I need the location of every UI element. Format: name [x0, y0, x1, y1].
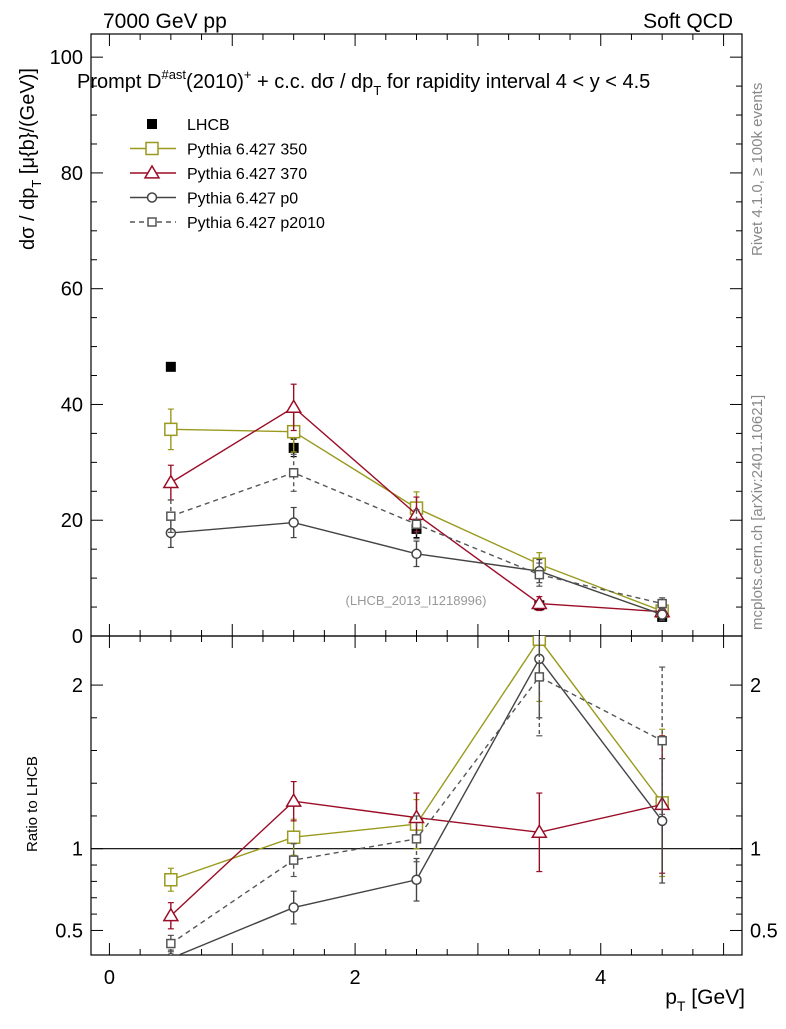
legend-label-pythia-6-427-370: Pythia 6.427 370	[187, 166, 307, 183]
legend-label-pythia-6-427-p0: Pythia 6.427 p0	[187, 191, 298, 208]
y-label-tail: [μ{b}/(GeV)]	[17, 68, 39, 180]
main-plot-panel: 0 20 40 60 80 100	[50, 33, 743, 648]
plot-title: Prompt D#ast(2010)+ + c.c. dσ / dpT for …	[77, 67, 650, 98]
ratio-point-pythia-6-427-p0	[411, 874, 422, 885]
main-y-axis-label: dσ / dpT [μ{b}/(GeV)]	[17, 68, 44, 250]
ratio-y-axis-label: Ratio to LHCB	[24, 756, 41, 852]
x-tick-label: 0	[104, 967, 115, 989]
title-sub-t: T	[373, 83, 381, 98]
y-label-sub: T	[29, 180, 44, 188]
main-point-lhcb	[165, 361, 176, 372]
header-right-label: Soft QCD	[643, 10, 733, 33]
legend-label-pythia-6-427-350: Pythia 6.427 350	[187, 142, 307, 159]
main-point-pythia-6-427-p2010	[657, 598, 667, 609]
title-suffix: + c.c. dσ / dp	[251, 71, 373, 93]
ratio-point-pythia-6-427-p2010	[166, 938, 176, 949]
ratio-y-tick-label-right: 2	[750, 675, 761, 697]
main-point-pythia-6-427-370	[285, 398, 302, 414]
legend-marker-lhcb	[147, 119, 157, 129]
main-point-pythia-6-427-370	[162, 474, 180, 489]
main-y-tick-label: 80	[61, 163, 83, 185]
legend-marker-pythia-6-427-p0	[146, 192, 158, 203]
main-y-tick-label: 60	[61, 279, 83, 301]
ratio-point-pythia-6-427-p2010	[657, 735, 667, 746]
x-label-tail: [GeV]	[685, 986, 745, 1009]
main-point-pythia-6-427-p2010	[288, 468, 299, 478]
title-sup-ast: #ast	[161, 67, 186, 82]
ratio-y-tick-label: 0.5	[55, 920, 83, 942]
ratio-point-pythia-6-427-p0	[656, 815, 668, 827]
ratio-point-pythia-6-427-p2010	[534, 672, 545, 682]
x-label-main: p	[665, 986, 677, 1009]
ratio-y-tick-label: 1	[72, 839, 83, 861]
legend-label-lhcb: LHCB	[187, 117, 230, 134]
title-sup-plus: +	[244, 67, 252, 82]
legend: LHCB Pythia 6.427 350 Pythia 6.427 370 Pyth…	[130, 117, 325, 232]
ratio-point-pythia-6-427-p0	[166, 953, 175, 955]
ratio-plot-panel: 0.5 0.5 1 1 2 2 0 2 4	[55, 635, 778, 989]
main-point-pythia-6-427-p0	[288, 517, 299, 528]
ratio-point-pythia-6-427-350	[286, 830, 301, 844]
ratio-point-pythia-6-427-370	[162, 907, 180, 922]
ratio-point-pythia-6-427-p2010	[288, 855, 299, 865]
main-point-pythia-6-427-p2010	[534, 569, 545, 580]
main-point-pythia-6-427-370	[531, 595, 548, 610]
main-y-tick-label: 20	[61, 510, 83, 532]
main-y-tick-label: 100	[50, 47, 83, 69]
main-y-tick-label: 0	[72, 626, 83, 648]
ratio-point-pythia-6-427-350	[164, 872, 178, 887]
x-tick-label: 2	[350, 967, 361, 989]
title-prefix: Prompt D	[77, 71, 161, 93]
ratio-y-tick-label-right: 1	[750, 839, 761, 861]
ratio-y-tick-label: 2	[72, 675, 83, 697]
main-point-pythia-6-427-p0	[411, 548, 422, 560]
analysis-watermark: (LHCB_2013_I1218996)	[346, 593, 487, 608]
ratio-point-pythia-6-427-p0	[288, 902, 299, 913]
y-label-main: dσ / dp	[17, 188, 39, 250]
title-mid: (2010)	[186, 71, 244, 93]
header-left-label: 7000 GeV pp	[103, 10, 227, 33]
main-y-tick-label: 40	[61, 394, 83, 416]
x-label-sub: T	[677, 998, 686, 1014]
legend-marker-pythia-6-427-p2010	[147, 217, 157, 227]
main-point-pythia-6-427-p2010	[411, 519, 422, 530]
mcplots-label: mcplots.cern.ch [arXiv:2401.10621]	[749, 395, 766, 630]
ratio-y-tick-label-right: 0.5	[750, 920, 778, 942]
x-axis-label: pT [GeV]	[665, 986, 745, 1014]
main-point-pythia-6-427-p2010	[166, 511, 176, 521]
main-point-pythia-6-427-350	[164, 422, 178, 437]
legend-label-pythia-6-427-p2010: Pythia 6.427 p2010	[187, 215, 325, 232]
ratio-point-pythia-6-427-370	[285, 792, 302, 807]
x-tick-label: 4	[595, 967, 606, 989]
main-point-pythia-6-427-p0	[656, 609, 668, 620]
title-tail: for rapidity interval 4 < y < 4.5	[381, 71, 650, 93]
rivet-version-label: Rivet 4.1.0, ≥ 100k events	[749, 83, 766, 256]
legend-marker-pythia-6-427-370	[143, 164, 161, 179]
ratio-point-pythia-6-427-p2010	[411, 834, 422, 844]
legend-marker-pythia-6-427-350	[145, 141, 159, 156]
ratio-point-pythia-6-427-370	[531, 823, 548, 838]
